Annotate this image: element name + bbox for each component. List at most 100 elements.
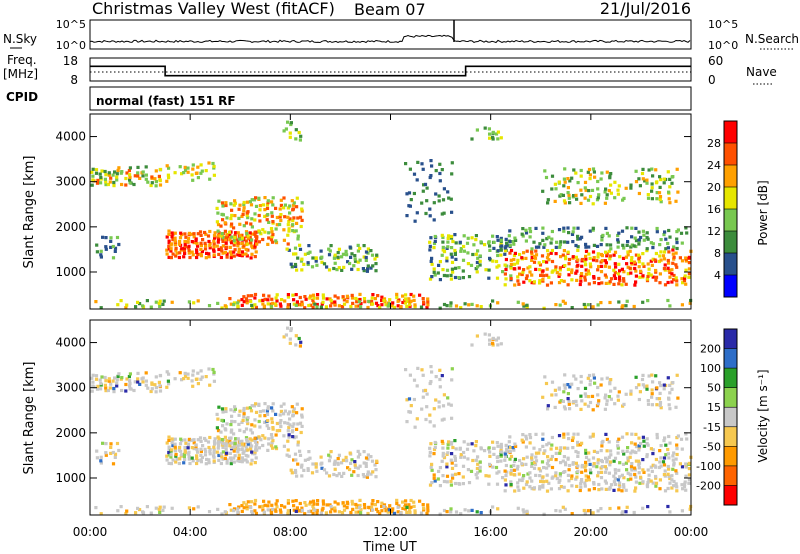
velocity-cell [236,459,240,463]
velocity-cell [250,450,254,454]
power-cell [225,216,229,220]
power-cell [300,218,304,222]
velocity-cell [287,454,291,458]
power-cell [449,301,453,305]
velocity-cell [570,476,574,481]
velocity-cell [596,474,600,478]
power-cell [459,247,463,251]
velocity-cell [266,407,270,411]
power-cell [257,213,261,218]
velocity-cell [525,509,529,513]
velocity-cell [365,475,369,479]
velocity-cell [104,379,108,383]
velocity-cell [212,370,216,374]
velocity-cell [217,453,221,458]
power-cell [282,206,286,210]
power-cell [450,172,454,176]
velocity-cell [658,460,662,464]
power-cell [666,170,670,174]
power-cell [286,206,290,210]
power-cell [437,199,441,203]
power-cell [442,273,446,278]
power-cell [266,199,270,203]
power-cell [91,167,95,171]
velocity-cell [512,463,516,468]
power-cell [657,191,662,195]
power-cell [289,122,293,127]
power-cell [469,263,474,267]
velocity-cell [550,454,554,459]
velocity-cell [212,454,216,458]
power-cell [659,250,663,254]
velocity-cell [605,376,609,380]
power-cell [229,202,233,206]
velocity-cell [597,399,601,403]
velocity-cell [221,410,225,414]
power-cell [178,165,182,169]
power-cell [508,229,512,233]
velocity-cell [244,445,248,449]
time-x-axis: 00:00 04:00 08:00 12:00 16:00 20:00 00:00 [73,114,708,539]
power-cell [254,305,258,309]
power-cell [224,241,228,245]
power-cell [620,267,624,271]
velocity-cell [634,445,639,449]
power-cell [421,189,425,193]
velocity-cell [266,504,270,508]
power-cell [566,283,570,287]
power-cell [287,219,291,223]
power-cell [221,244,225,248]
power-cell [588,177,592,181]
power-cell [240,250,244,254]
velocity-cell [450,466,455,470]
power-cell [651,174,655,178]
velocity-cell [532,446,536,450]
power-cell [274,239,278,243]
power-cell [169,249,173,253]
velocity-cell [562,455,566,459]
velocity-cell [300,424,304,428]
velocity-cell [508,457,512,461]
power-cell [309,294,313,298]
velocity-cell [661,460,666,464]
power-cell [612,274,616,278]
power-cell [579,279,583,283]
velocity-cell [474,458,478,462]
power-cell [538,279,542,283]
velocity-cell [658,449,662,453]
velocity-cell [459,455,463,459]
power-cell [167,232,171,236]
power-cell [223,229,227,233]
power-cell [248,231,252,235]
velocity-cell [224,409,228,414]
power-cell [617,231,621,235]
power-cell [678,256,682,260]
velocity-cell [567,468,571,472]
velocity-cell [274,412,278,416]
velocity-cell [340,474,344,478]
power-cell [655,191,659,195]
velocity-cell [266,419,270,423]
velocity-cell [488,454,492,458]
power-cell [633,283,637,287]
velocity-cell [516,506,520,510]
velocity-cell [141,380,145,384]
power-cell [266,242,270,246]
power-cell [145,299,149,303]
power-cell [553,182,557,186]
velocity-cell [405,398,409,402]
velocity-cell [659,444,663,448]
power-cell [634,180,639,184]
power-cell [138,302,142,306]
power-cell [533,254,537,259]
power-cell [273,302,277,306]
power-cell [626,253,630,257]
power-cell [230,235,234,239]
power-cell [576,248,580,252]
power-cell [574,193,578,197]
velocity-cell [91,380,95,384]
power-cell [308,250,312,254]
velocity-cell [165,441,169,445]
velocity-cell [501,476,505,480]
velocity-cell [545,462,550,466]
